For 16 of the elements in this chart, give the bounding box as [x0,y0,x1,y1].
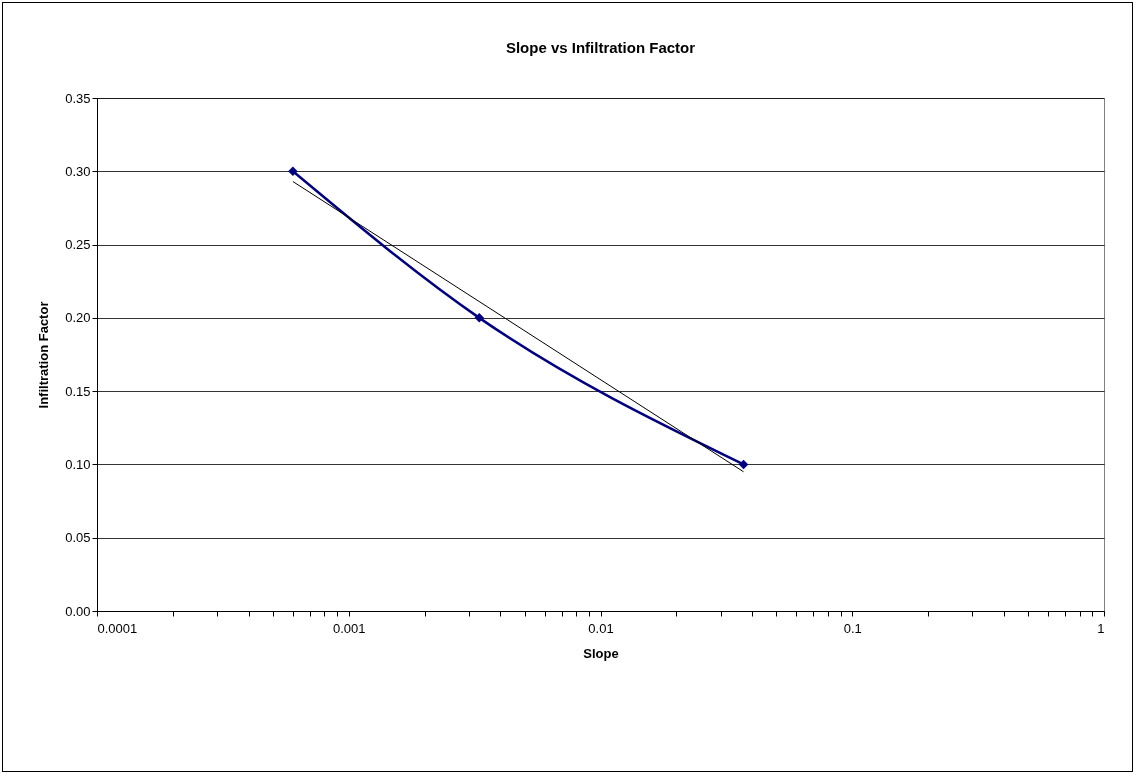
x-tick-label: 0.01 [588,620,614,636]
y-axis-title: Infiltration Factor [36,301,52,409]
x-axis-title: Slope [583,645,619,661]
y-tick-label: 0.35 [65,90,91,106]
x-tick-label: 1 [1097,620,1105,636]
x-tick-label: 0.1 [843,620,862,636]
y-tick-label: 0.25 [65,237,91,253]
y-tick-label: 0.30 [65,163,91,179]
y-tick-label: 0.00 [65,603,91,619]
y-tick-label: 0.10 [65,456,91,472]
x-tick-label: 0.0001 [97,620,138,636]
y-tick-label: 0.05 [65,530,91,546]
chart-title: Slope vs Infiltration Factor [505,39,696,56]
y-tick-label: 0.20 [65,310,91,326]
x-tick-label: 0.001 [332,620,366,636]
y-tick-label: 0.15 [65,383,91,399]
